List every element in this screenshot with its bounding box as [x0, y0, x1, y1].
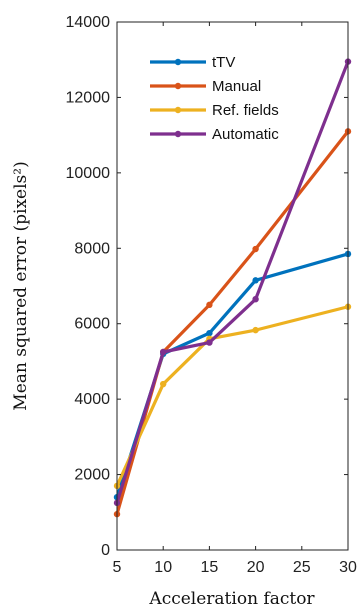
- legend-item: Automatic: [150, 126, 279, 143]
- axis-ticks: 0 2000 4000 6000 8000 10000 12000 14000 5 10 15 20 2…: [66, 14, 358, 576]
- y-tick-label: 12000: [66, 89, 111, 106]
- legend-marker: [175, 107, 181, 113]
- x-tick-label: 15: [201, 559, 219, 576]
- data-point: [252, 246, 258, 252]
- data-point: [206, 302, 212, 308]
- y-tick-label: 2000: [74, 467, 110, 484]
- legend-label: Automatic: [212, 126, 279, 143]
- legend-marker: [175, 131, 181, 137]
- y-tick-label: 14000: [66, 14, 111, 31]
- legend-label: Manual: [212, 78, 261, 95]
- y-tick-label: 4000: [74, 391, 110, 408]
- data-point: [252, 327, 258, 333]
- x-axis-label: Acceleration factor: [148, 589, 315, 609]
- series-line: [117, 254, 348, 497]
- x-tick-label: 5: [113, 559, 122, 576]
- data-point: [206, 339, 212, 345]
- data-point: [160, 381, 166, 387]
- x-tick-label: 10: [154, 559, 172, 576]
- x-tick-label: 30: [339, 559, 357, 576]
- data-point: [206, 330, 212, 336]
- legend-item: Manual: [150, 78, 261, 95]
- data-point: [252, 296, 258, 302]
- y-axis-label: Mean squared error (pixels²): [11, 161, 31, 410]
- y-tick-label: 0: [101, 542, 110, 559]
- data-point: [252, 277, 258, 283]
- legend-item: tTV: [150, 54, 235, 71]
- y-tick-label: 10000: [66, 165, 111, 182]
- x-tick-label: 25: [293, 559, 311, 576]
- legend-label: tTV: [212, 54, 235, 71]
- series-ttv: [114, 251, 351, 501]
- legend-marker: [175, 59, 181, 65]
- legend-marker: [175, 83, 181, 89]
- y-tick-label: 6000: [74, 316, 110, 333]
- legend-label: Ref. fields: [212, 102, 279, 119]
- data-point: [160, 349, 166, 355]
- legend-item: Ref. fields: [150, 102, 279, 119]
- x-tick-label: 20: [247, 559, 265, 576]
- y-tick-label: 8000: [74, 240, 110, 257]
- legend: tTV Manual Ref. fields Automatic: [150, 54, 279, 143]
